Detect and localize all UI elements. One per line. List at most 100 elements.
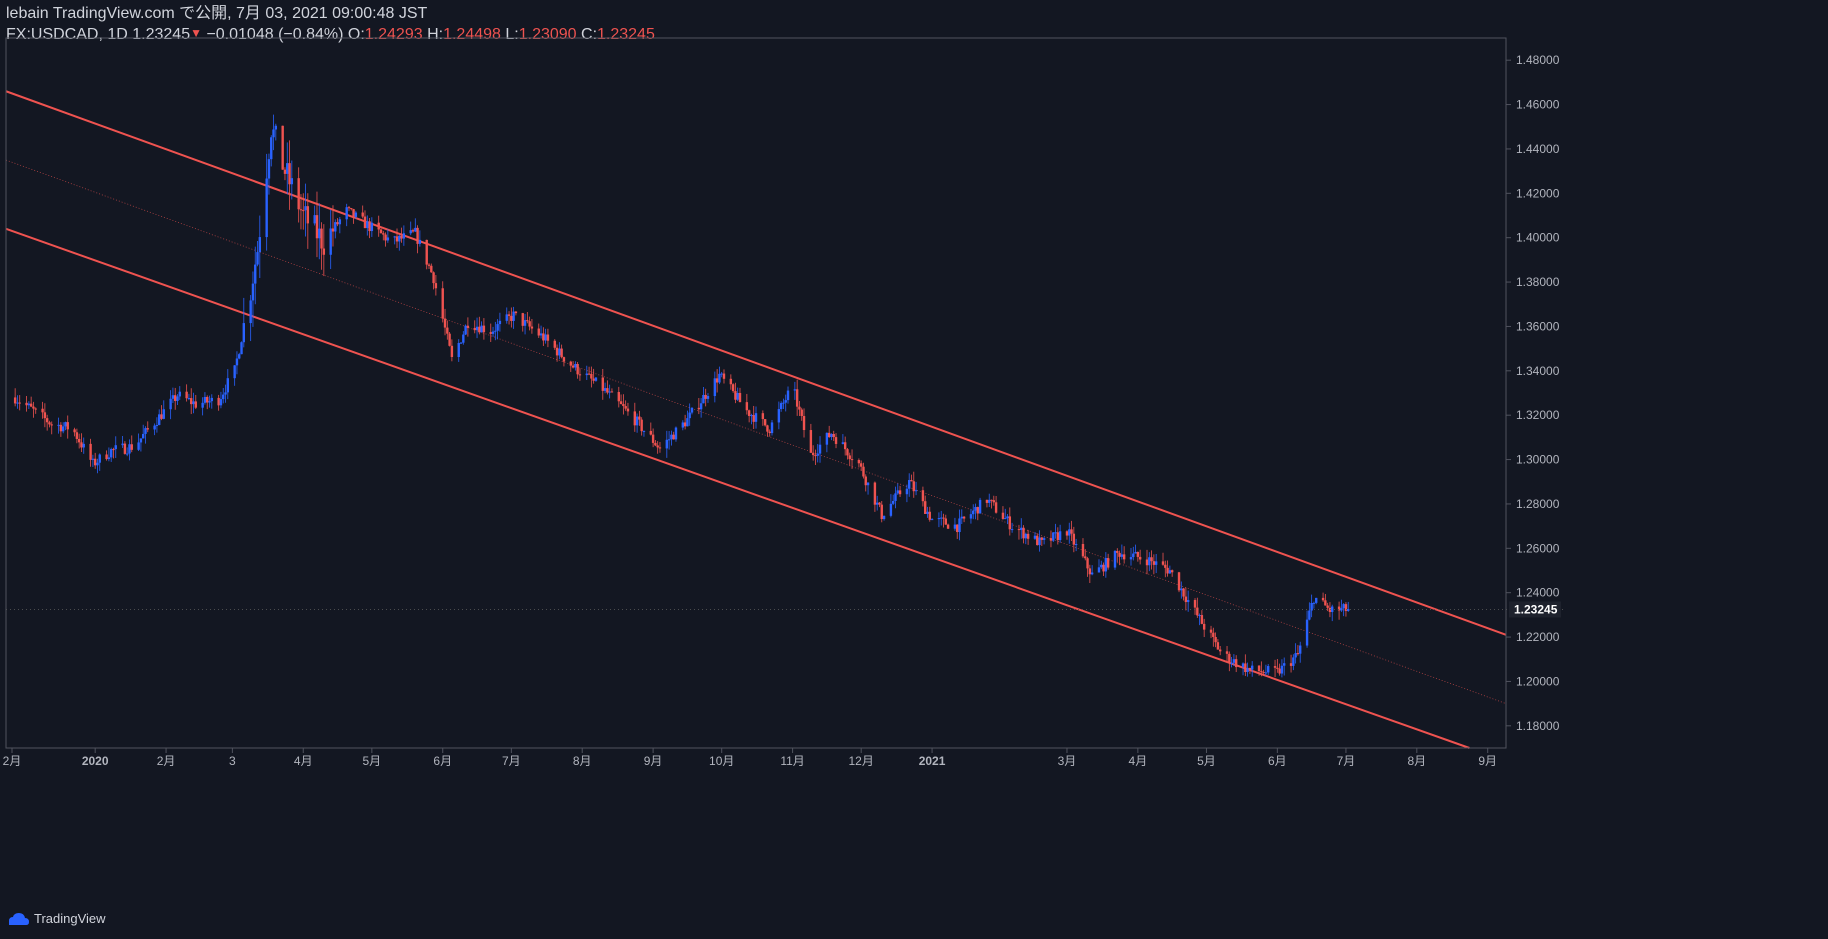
price-axis[interactable]: 1.48000 1.46000 1.44000 1.42000 1.40000 1.380… [1506,53,1561,733]
candle-up [1010,529,1014,531]
candle-up [274,125,278,130]
candle-down [320,228,323,249]
y-tick-label: 1.44000 [1516,142,1560,156]
candle-down [944,518,947,525]
candle-down [411,230,415,232]
candle-up [242,323,246,343]
candle-down [1040,537,1044,540]
x-tick-label: 7月 [502,754,521,768]
symbol-label[interactable]: FX:USDCAD, 1D [6,26,128,43]
candle-down [878,502,881,505]
candle-down [747,410,751,416]
candle-down [1337,606,1341,611]
candle-up [674,427,678,440]
candle-down [656,445,659,448]
time-axis[interactable]: 2月 2020 2月 3 4月 5月 6月 7月 8月 9月 10月 11月 12月 2021 3月 4月 5月… [3,748,1497,768]
candle-down [542,333,545,341]
candle-down [32,406,35,409]
candle-down [466,325,470,328]
candle-down [697,407,701,410]
candle-up [265,178,268,238]
candle-up [1104,558,1108,572]
candle-up [393,236,396,238]
candle-down [41,408,44,413]
candle-down [992,500,996,503]
candle-down [1324,600,1327,606]
x-tick-label: 11月 [780,754,804,768]
candle-up [475,326,479,331]
low-label: L: [505,26,519,43]
candle-down [1161,561,1165,565]
candle-down [1177,572,1181,591]
x-tick-label: 10月 [709,754,734,768]
candle-down [297,178,300,210]
candle-up [462,334,465,343]
candle-down [537,328,540,336]
candle-up [158,414,161,425]
candle-up [699,403,703,410]
y-tick-label: 1.40000 [1516,231,1560,245]
candle-down [994,502,998,513]
candle-up [226,378,229,393]
candle-down [331,228,335,232]
candle-up [318,228,321,239]
candle-down [1036,535,1039,546]
candle-down [843,442,847,450]
candle-up [457,343,460,358]
candle-down [729,378,733,385]
candle-down [80,442,83,448]
candle-down [649,430,653,435]
candle-down [1212,632,1215,637]
candle-up [891,500,895,504]
candle-down [1065,531,1069,536]
candle-up [313,215,316,224]
candle-up [109,449,113,458]
candle-down [734,391,737,400]
candle-up [926,511,929,514]
candle-down [89,443,92,460]
candle-down [617,392,621,402]
candle-up [496,324,499,331]
candle-down [434,283,438,289]
x-tick-label: 7月 [1337,754,1356,768]
candle-down [1289,663,1293,666]
candle-down [1088,568,1092,575]
candle-down [857,459,861,464]
candle-up [558,348,561,356]
candle-up [896,490,899,494]
candle-up [235,358,239,366]
tradingview-branding[interactable]: TradingView [6,911,106,926]
x-tick-label: 9月 [644,754,663,768]
candle-down [546,334,550,341]
candle-down [350,208,353,210]
publisher-line: lebain TradingView.com で公開, 7月 03, 2021 … [6,5,428,22]
x-tick-label: 9月 [1478,754,1497,768]
candle-down [928,511,931,520]
candle-up [459,342,463,344]
candle-down [336,222,339,225]
candle-up [1342,604,1345,609]
candle-down [798,406,801,410]
candle-up [1052,532,1055,541]
candle-down [478,326,481,333]
candle-up [1058,531,1062,541]
candle-up [1292,657,1295,666]
candle-down [1225,651,1229,654]
candle-up [1120,554,1124,557]
candle-down [194,401,197,408]
candle-down [281,125,284,170]
candle-down [315,215,319,239]
candle-down [1070,529,1073,534]
candle-up [491,331,495,334]
y-tick-label: 1.22000 [1516,630,1560,644]
candle-down [59,424,63,432]
candle-down [626,408,630,412]
y-tick-label: 1.42000 [1516,186,1560,200]
last-price-label: 1.23245 [1514,602,1558,616]
candle-down [1248,667,1252,670]
candle-up [1347,608,1350,611]
candle-down [1228,653,1231,664]
y-tick-label: 1.24000 [1516,586,1560,600]
candle-down [1214,636,1217,643]
